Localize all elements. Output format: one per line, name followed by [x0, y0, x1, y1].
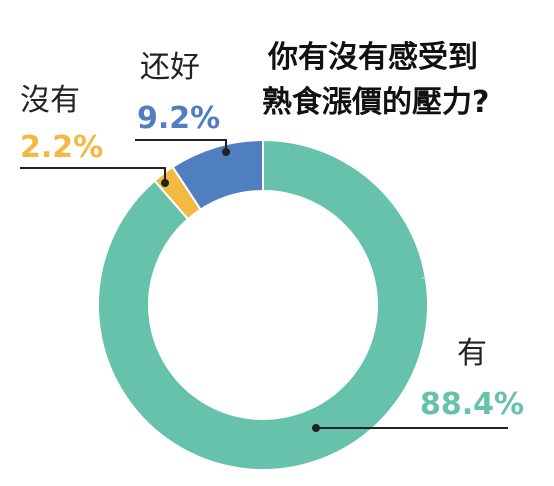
slice-you	[97, 138, 429, 471]
slice-value-you: 88.4%	[420, 387, 524, 422]
donut-slices	[97, 138, 429, 471]
leader-dot-meiyou	[161, 179, 169, 187]
slice-value-meiyou: 2.2%	[20, 130, 103, 165]
slice-label-you: 有	[457, 336, 487, 371]
leader-line-meiyou	[20, 167, 166, 183]
slice-value-haihao: 9.2%	[137, 101, 220, 136]
slice-label-haihao: 还好	[140, 50, 200, 85]
chart-title-line-2: 熟食漲價的壓力?	[262, 85, 489, 120]
slice-haihao	[171, 138, 264, 211]
slice-label-meiyou: 沒有	[20, 83, 80, 118]
chart-title-line-1: 你有沒有感受到	[267, 40, 478, 75]
leader-dot-haihao	[222, 148, 230, 156]
watermark-text: 亞洲人	[420, 251, 510, 286]
leader-dot-you	[312, 424, 320, 432]
